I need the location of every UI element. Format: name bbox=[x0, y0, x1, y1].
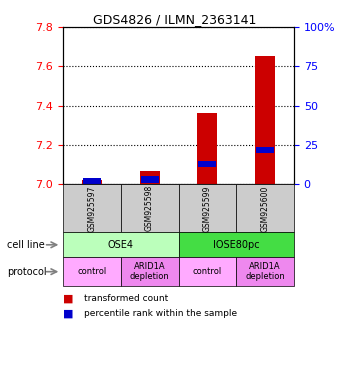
Text: GSM925600: GSM925600 bbox=[261, 185, 270, 232]
Text: protocol: protocol bbox=[7, 266, 47, 277]
Text: ■: ■ bbox=[63, 309, 74, 319]
Text: ■: ■ bbox=[63, 294, 74, 304]
Text: GSM925598: GSM925598 bbox=[145, 185, 154, 232]
Text: control: control bbox=[77, 267, 106, 276]
Bar bbox=[256, 147, 274, 153]
Bar bbox=[255, 56, 275, 184]
Text: IOSE80pc: IOSE80pc bbox=[213, 240, 260, 250]
Text: ARID1A
depletion: ARID1A depletion bbox=[245, 262, 285, 281]
Text: GSM925599: GSM925599 bbox=[203, 185, 212, 232]
Text: control: control bbox=[193, 267, 222, 276]
Text: transformed count: transformed count bbox=[84, 294, 168, 303]
Bar bbox=[198, 161, 216, 167]
Text: ARID1A
depletion: ARID1A depletion bbox=[130, 262, 169, 281]
Text: cell line: cell line bbox=[7, 240, 45, 250]
Bar bbox=[197, 113, 217, 184]
Bar bbox=[82, 180, 102, 184]
Text: GDS4826 / ILMN_2363141: GDS4826 / ILMN_2363141 bbox=[93, 13, 257, 26]
Bar bbox=[140, 170, 160, 184]
Text: GSM925597: GSM925597 bbox=[88, 185, 96, 232]
Text: OSE4: OSE4 bbox=[108, 240, 134, 250]
Bar bbox=[83, 178, 101, 184]
Bar bbox=[141, 176, 159, 183]
Text: percentile rank within the sample: percentile rank within the sample bbox=[84, 309, 237, 318]
